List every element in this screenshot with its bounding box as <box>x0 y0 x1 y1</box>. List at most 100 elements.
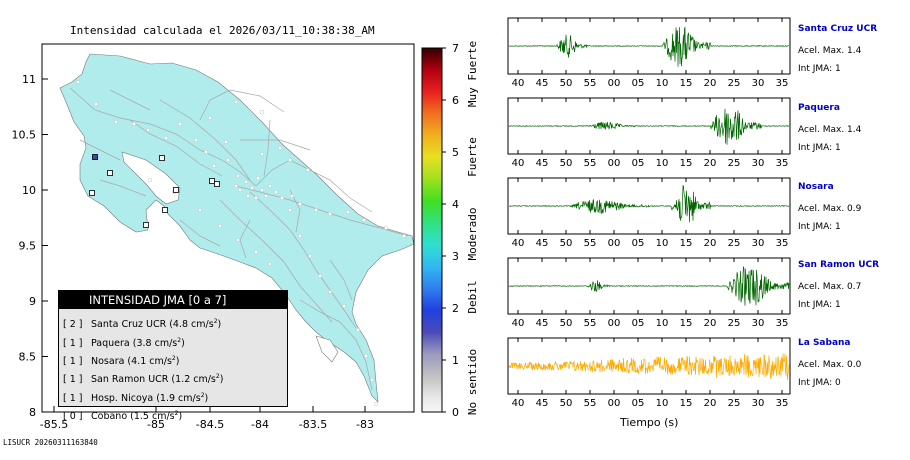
station-marker <box>107 170 113 176</box>
waveform-tick-label: 25 <box>728 158 741 169</box>
legend-item-level: [ 1 ] <box>63 392 83 404</box>
colorbar-tick-label: 0 <box>452 406 459 419</box>
town-marker <box>268 184 272 188</box>
legend-item: [ 1 ] Nosara (4.1 cm/s2) <box>59 351 287 369</box>
waveform-tick-label: 35 <box>776 158 789 169</box>
road-line <box>69 87 257 187</box>
waveform-tick-label: 15 <box>680 158 693 169</box>
legend-item-label: Hosp. Nicoya (1.9 cm/s2) <box>91 391 209 404</box>
waveform-tick-label: 00 <box>608 318 621 329</box>
town-marker <box>384 226 388 230</box>
waveform-tick-label: 50 <box>560 158 573 169</box>
town-marker <box>298 202 302 206</box>
station-marker <box>143 222 149 228</box>
road-line <box>79 139 121 161</box>
waveform-tick-label: 35 <box>776 318 789 329</box>
station-max-acceleration: Acel. Max. 0.0 <box>798 360 862 370</box>
colorbar-tick-label: 2 <box>452 302 459 315</box>
legend-item: [ 1 ] Paquera (3.8 cm/s2) <box>59 332 287 350</box>
legend-station-list: [ 2 ] Santa Cruz UCR (4.8 cm/s2) [ 1 ] Paqu… <box>59 309 287 424</box>
town-marker <box>264 194 268 198</box>
map-ytick-label: 10 <box>22 184 36 197</box>
map-frame <box>41 43 415 413</box>
waveform-tick-label: 45 <box>536 398 549 409</box>
waveform-tick-label: 00 <box>608 78 621 89</box>
town-marker <box>148 178 152 182</box>
station-name: Paquera <box>798 103 840 113</box>
station-info: Nosara Acel. Max. 0.9 Int JMA: 1 <box>798 182 861 232</box>
town-marker <box>402 234 406 238</box>
colorbar-categories: Muy Fuerte Fuerte Moderado Debil No sentido <box>466 41 479 415</box>
legend-item-label: Nosara (4.1 cm/s2) <box>91 354 180 367</box>
town-marker <box>94 102 98 106</box>
waveform-tick-label: 45 <box>536 238 549 249</box>
town-marker <box>198 208 202 212</box>
station-info: Paquera Acel. Max. 1.4 Int JMA: 1 <box>798 103 861 153</box>
town-marker <box>362 218 366 222</box>
town-marker <box>260 188 264 192</box>
waveform-tick-label: 05 <box>632 78 645 89</box>
waveform-tick-label: 20 <box>704 158 717 169</box>
waveform-trace <box>508 353 790 380</box>
town-marker <box>356 328 360 332</box>
waveform-tick-label: 10 <box>656 158 669 169</box>
waveform-tick-label: 40 <box>512 398 525 409</box>
station-markers <box>89 154 220 228</box>
waveform-tick-label: 35 <box>776 78 789 89</box>
town-marker <box>342 304 346 308</box>
waveform-tick-label: 00 <box>608 238 621 249</box>
road-line <box>99 179 147 197</box>
waveform-tick-label: 10 <box>656 78 669 89</box>
town-marker <box>288 158 292 162</box>
town-marker <box>314 208 318 212</box>
waveform-tick-label: 40 <box>512 318 525 329</box>
town-marker <box>114 120 118 124</box>
town-marker <box>250 186 254 190</box>
legend-item-level: [ 1 ] <box>63 355 83 367</box>
town-marker <box>278 146 282 150</box>
golfo-dulce <box>315 335 339 363</box>
station-max-acceleration: Acel. Max. 0.7 <box>798 282 862 292</box>
map-longitude-ticks: -85.5 -85 -84.5 -84 -83.5 -83 <box>40 406 374 431</box>
town-marker <box>194 138 198 142</box>
town-marker <box>178 122 182 126</box>
waveform-tick-label: 55 <box>584 158 597 169</box>
town-marker <box>370 378 374 382</box>
road-line <box>263 119 271 177</box>
road-line <box>329 259 353 301</box>
town-marker <box>254 196 258 200</box>
road-line <box>199 89 285 121</box>
legend-item-level: [ 1 ] <box>63 337 83 349</box>
colorbar-tick-label: 1 <box>452 354 459 367</box>
town-marker <box>328 290 332 294</box>
station-jma-intensity: Int JMA: 1 <box>798 64 841 74</box>
legend-item-level: [ 1 ] <box>63 374 83 386</box>
town-marker <box>246 194 250 198</box>
road-line <box>235 185 409 237</box>
waveform-tick-label: 25 <box>728 318 741 329</box>
waveform-tick-label: 40 <box>512 238 525 249</box>
colorbar-tick-label: 7 <box>452 42 459 55</box>
waveform-tick-label: 30 <box>752 158 765 169</box>
waveform-tick-label: 10 <box>656 238 669 249</box>
station-info: San Ramon UCR Acel. Max. 0.7 Int JMA: 1 <box>798 260 879 310</box>
waveform-tick-label: 40 <box>512 78 525 89</box>
waveform-tick-label: 00 <box>608 158 621 169</box>
waveform-tick-label: 55 <box>584 398 597 409</box>
waveform-tick-label: 30 <box>752 318 765 329</box>
legend-item: [ 1 ] San Ramon UCR (1.2 cm/s2) <box>59 369 287 387</box>
town-marker <box>132 122 136 126</box>
town-marker <box>374 402 378 406</box>
waveform-tick-label: 35 <box>776 398 789 409</box>
town-marker <box>280 196 284 200</box>
waveform-tick-label: 10 <box>656 398 669 409</box>
time-axis-label: Tiempo (s) <box>620 416 679 429</box>
waveform-tick-label: 50 <box>560 318 573 329</box>
waveform-panel: 40 45 50 55 00 05 10 15 20 25 30 35 <box>507 257 791 329</box>
waveform-tick-label: 50 <box>560 238 573 249</box>
waveform-tick-label: 05 <box>632 238 645 249</box>
station-jma-intensity: Int JMA: 0 <box>798 378 841 388</box>
colorbar-ticks: 7 6 5 4 3 2 1 0 <box>442 42 459 419</box>
map-xtick-label: -85.5 <box>40 418 68 431</box>
